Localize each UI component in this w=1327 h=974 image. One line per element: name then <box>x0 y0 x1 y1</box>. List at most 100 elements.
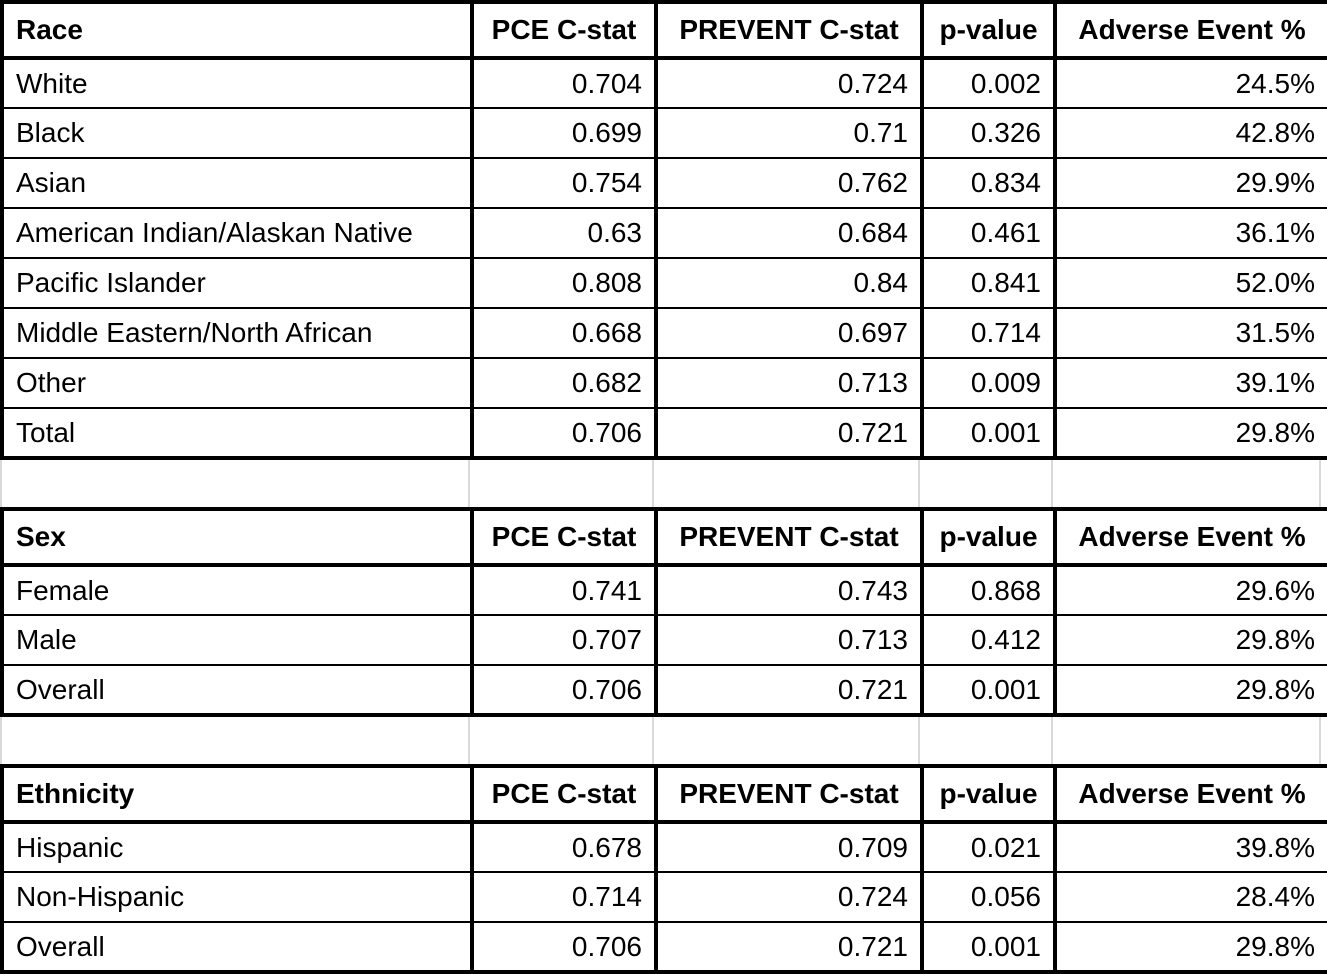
column-header-adverse-event-pct: Adverse Event % <box>1053 509 1327 567</box>
column-header-p-value: p-value <box>920 766 1055 824</box>
race-header-row: Race PCE C-stat PREVENT C-stat p-value A… <box>0 2 1327 60</box>
sex-header-row: Sex PCE C-stat PREVENT C-stat p-value Ad… <box>0 509 1327 567</box>
table-cell: 0.001 <box>920 408 1055 460</box>
table-cell: Black <box>0 108 472 159</box>
grid-gap-row <box>0 460 1327 507</box>
table-cell: 0.754 <box>470 158 656 209</box>
table-row: Hispanic 0.678 0.709 0.021 39.8% <box>0 822 1327 873</box>
table-cell: 0.724 <box>654 58 922 109</box>
table-cell: 0.71 <box>654 108 922 159</box>
table-row: White 0.704 0.724 0.002 24.5% <box>0 58 1327 109</box>
gridline <box>468 717 470 764</box>
table-cell: 0.678 <box>470 822 656 873</box>
table-row: Total 0.706 0.721 0.001 29.8% <box>0 408 1327 460</box>
table-cell: 29.8% <box>1053 615 1327 666</box>
table-cell: 0.461 <box>920 208 1055 259</box>
table-cell: 39.8% <box>1053 822 1327 873</box>
table-cell: 0.056 <box>920 872 1055 923</box>
gridline <box>0 717 2 764</box>
table-cell: 0.412 <box>920 615 1055 666</box>
table-cell: 0.697 <box>654 308 922 359</box>
table-cell: 42.8% <box>1053 108 1327 159</box>
column-header-adverse-event-pct: Adverse Event % <box>1053 766 1327 824</box>
table-cell: 24.5% <box>1053 58 1327 109</box>
table-cell: 0.001 <box>920 665 1055 717</box>
table-cell: 0.699 <box>470 108 656 159</box>
gridline <box>0 460 2 507</box>
table-cell: 0.84 <box>654 258 922 309</box>
table-cell: 0.713 <box>654 358 922 409</box>
table-cell: Non-Hispanic <box>0 872 472 923</box>
gridline <box>918 717 920 764</box>
table-row: Asian 0.754 0.762 0.834 29.9% <box>0 158 1327 209</box>
table-cell: 29.8% <box>1053 922 1327 974</box>
table-row: Black 0.699 0.71 0.326 42.8% <box>0 108 1327 159</box>
table-cell: 0.721 <box>654 922 922 974</box>
table-cell: Total <box>0 408 472 460</box>
table-cell: 0.668 <box>470 308 656 359</box>
table-cell: 39.1% <box>1053 358 1327 409</box>
table-cell: Other <box>0 358 472 409</box>
table-cell: 0.724 <box>654 872 922 923</box>
column-header-prevent-c-stat: PREVENT C-stat <box>654 2 922 60</box>
table-cell: 36.1% <box>1053 208 1327 259</box>
table-cell: 0.743 <box>654 565 922 616</box>
table-row: Non-Hispanic 0.714 0.724 0.056 28.4% <box>0 872 1327 923</box>
column-header-pce-c-stat: PCE C-stat <box>470 2 656 60</box>
gridline <box>1319 460 1321 507</box>
table-cell: 0.021 <box>920 822 1055 873</box>
table-cell: Hispanic <box>0 822 472 873</box>
table-cell: 0.704 <box>470 58 656 109</box>
table-cell: 0.707 <box>470 615 656 666</box>
table-cell: 0.326 <box>920 108 1055 159</box>
table-cell: 29.8% <box>1053 408 1327 460</box>
table-cell: 0.868 <box>920 565 1055 616</box>
table-cell: 0.714 <box>920 308 1055 359</box>
table-cell: Male <box>0 615 472 666</box>
column-header-pce-c-stat: PCE C-stat <box>470 766 656 824</box>
table-cell: 0.682 <box>470 358 656 409</box>
table-cell: 29.9% <box>1053 158 1327 209</box>
sex-table-title: Sex <box>0 509 472 567</box>
table-cell: Middle Eastern/North African <box>0 308 472 359</box>
table-cell: 29.8% <box>1053 665 1327 717</box>
ethnicity-table: Ethnicity PCE C-stat PREVENT C-stat p-va… <box>0 764 1327 974</box>
table-cell: 0.834 <box>920 158 1055 209</box>
table-cell: 0.808 <box>470 258 656 309</box>
table-cell: 0.684 <box>654 208 922 259</box>
table-cell: 0.001 <box>920 922 1055 974</box>
table-cell: Pacific Islander <box>0 258 472 309</box>
ethnicity-header-row: Ethnicity PCE C-stat PREVENT C-stat p-va… <box>0 766 1327 824</box>
table-cell: 29.6% <box>1053 565 1327 616</box>
table-row: Overall 0.706 0.721 0.001 29.8% <box>0 922 1327 974</box>
column-header-pce-c-stat: PCE C-stat <box>470 509 656 567</box>
table-cell: 0.009 <box>920 358 1055 409</box>
gridline <box>918 460 920 507</box>
column-header-adverse-event-pct: Adverse Event % <box>1053 2 1327 60</box>
table-cell: 0.706 <box>470 408 656 460</box>
grid-gap-row <box>0 717 1327 764</box>
table-cell: 0.721 <box>654 408 922 460</box>
table-row: Overall 0.706 0.721 0.001 29.8% <box>0 665 1327 717</box>
table-cell: 31.5% <box>1053 308 1327 359</box>
table-cell: 0.714 <box>470 872 656 923</box>
table-cell: White <box>0 58 472 109</box>
table-row: American Indian/Alaskan Native 0.63 0.68… <box>0 208 1327 259</box>
race-table-title: Race <box>0 2 472 60</box>
gridline <box>1051 717 1053 764</box>
table-cell: 0.706 <box>470 665 656 717</box>
ethnicity-table-title: Ethnicity <box>0 766 472 824</box>
table-cell: Asian <box>0 158 472 209</box>
table-cell: 28.4% <box>1053 872 1327 923</box>
column-header-p-value: p-value <box>920 2 1055 60</box>
table-cell: 0.841 <box>920 258 1055 309</box>
table-cell: 52.0% <box>1053 258 1327 309</box>
table-cell: 0.762 <box>654 158 922 209</box>
table-row: Female 0.741 0.743 0.868 29.6% <box>0 565 1327 616</box>
gridline <box>468 460 470 507</box>
table-cell: American Indian/Alaskan Native <box>0 208 472 259</box>
gridline <box>1051 460 1053 507</box>
table-row: Male 0.707 0.713 0.412 29.8% <box>0 615 1327 666</box>
gridline <box>652 460 654 507</box>
table-cell: Female <box>0 565 472 616</box>
